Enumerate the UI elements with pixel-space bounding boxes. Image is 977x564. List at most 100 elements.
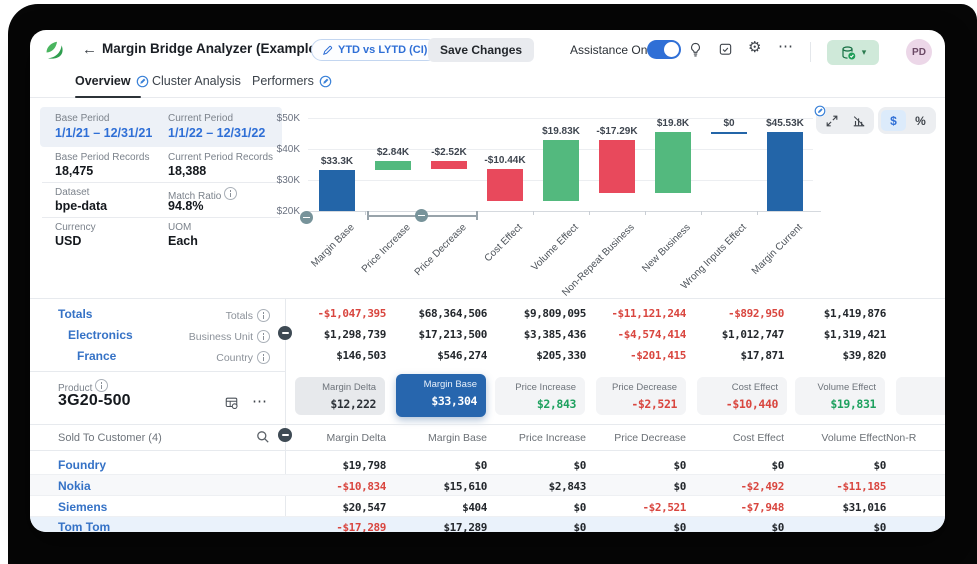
chart-gridline [308, 118, 813, 119]
info-icon[interactable] [224, 187, 238, 200]
customer-link-tom-tom[interactable]: Tom Tom [58, 520, 111, 532]
cell: -$2,521 [642, 501, 686, 514]
hierarchy-link-totals[interactable]: Totals [58, 307, 93, 321]
customer-link-foundry[interactable]: Foundry [58, 458, 106, 472]
hide-chart-button[interactable] [846, 110, 871, 131]
card-margin-base[interactable]: Margin Base $33,304 [396, 374, 486, 417]
app-window: ← Margin Bridge Analyzer (Example) YTD v… [30, 30, 945, 532]
waterfall-bar[interactable] [487, 168, 523, 202]
percent-toggle-button[interactable]: % [915, 113, 926, 128]
info-icon[interactable] [95, 379, 109, 392]
info-icon[interactable] [257, 309, 270, 322]
waterfall-bar[interactable] [767, 131, 803, 211]
hierarchy-link-france[interactable]: France [77, 349, 117, 363]
customer-link-nokia[interactable]: Nokia [58, 479, 91, 493]
base-period-value[interactable]: 1/1/21 – 12/31/21 [55, 126, 153, 140]
cell: -$10,834 [336, 480, 386, 493]
tab-performers-label: Performers [252, 74, 314, 88]
range-slider-start[interactable] [367, 211, 369, 220]
card-margin-delta[interactable]: Margin Delta $12,222 [295, 377, 385, 415]
card-volume-effect[interactable]: Volume Effect $19,831 [795, 377, 885, 415]
collapse-row-button[interactable] [278, 326, 292, 340]
collapse-product-button[interactable] [278, 428, 292, 442]
x-axis-tick [757, 211, 758, 215]
cell: -$2,492 [740, 480, 784, 493]
app-logo[interactable] [42, 38, 66, 62]
tab-performers[interactable]: Performers [252, 74, 332, 88]
y-axis-tick-label: $20K [276, 206, 300, 217]
save-changes-button[interactable]: Save Changes [428, 38, 535, 62]
comparison-pill[interactable]: YTD vs LYTD (CI) [311, 39, 439, 61]
card-label: Cost Effect [731, 382, 778, 393]
cell: $1,012,747 [721, 328, 785, 341]
card-label: Margin Base [423, 379, 477, 390]
calendar-check-icon[interactable] [718, 41, 733, 62]
x-axis-tick [589, 211, 590, 215]
column-header[interactable]: Price Decrease [614, 432, 686, 444]
match-ratio-label: Match Ratio [168, 187, 238, 202]
waterfall-bar[interactable] [319, 169, 355, 211]
settings-gear-icon[interactable]: ⚙ [748, 39, 762, 56]
card-label: Price Increase [515, 382, 576, 393]
range-slider-end[interactable] [476, 211, 478, 220]
dataset-status-button[interactable]: ▾ [827, 40, 879, 65]
caret-down-icon: ▾ [861, 47, 867, 57]
search-icon[interactable] [256, 430, 270, 449]
back-button[interactable]: ← [82, 41, 97, 58]
column-header[interactable]: Cost Effect [732, 432, 784, 444]
group-by-label: Sold To Customer (4) [58, 432, 162, 444]
assistance-label: Assistance On [570, 43, 648, 57]
user-avatar[interactable]: PD [906, 39, 932, 65]
column-header[interactable]: Margin Delta [326, 432, 386, 444]
waterfall-bar[interactable] [655, 131, 691, 194]
column-header[interactable]: Volume Effect [821, 432, 886, 444]
waterfall-bar[interactable] [599, 139, 635, 194]
x-axis-tick [533, 211, 534, 215]
column-header[interactable]: Margin Base [428, 432, 487, 444]
lightbulb-icon[interactable] [688, 41, 703, 63]
product-more-icon[interactable]: ⋯ [252, 393, 268, 410]
waterfall-bar[interactable] [375, 160, 411, 170]
toggle-knob [664, 42, 679, 57]
assistance-toggle[interactable] [647, 40, 681, 59]
waterfall-bar[interactable] [543, 139, 579, 202]
bar-value-label: $33.3K [320, 155, 354, 167]
dollar-toggle-button[interactable]: $ [881, 110, 906, 131]
chart-tools-group [814, 105, 874, 134]
cell: $15,610 [443, 480, 487, 493]
cell: $0 [873, 521, 887, 532]
table-header-border [30, 450, 945, 451]
bar-value-label: $19.8K [656, 117, 690, 129]
cell: -$201,415 [629, 349, 686, 362]
column-header[interactable]: Price Increase [518, 432, 586, 444]
card-cost-effect[interactable]: Cost Effect -$10,440 [697, 377, 787, 415]
info-icon[interactable] [257, 330, 270, 343]
cell: $0 [673, 459, 687, 472]
waterfall-bar[interactable] [711, 131, 747, 134]
range-slider-handle[interactable] [415, 209, 428, 222]
cell: $0 [474, 459, 488, 472]
customer-link-siemens[interactable]: Siemens [58, 500, 108, 514]
tab-cluster-analysis[interactable]: Cluster Analysis [152, 74, 241, 88]
table-settings-icon[interactable] [224, 396, 239, 415]
card-partial[interactable] [896, 377, 945, 415]
cell: $19,798 [342, 459, 386, 472]
card-value: -$10,440 [725, 397, 779, 411]
cell: $9,809,095 [523, 307, 587, 320]
cell: $1,298,739 [323, 328, 387, 341]
chart-collapse-handle[interactable] [300, 211, 313, 224]
info-icon[interactable] [257, 351, 270, 364]
column-header[interactable]: Non-R [886, 432, 917, 444]
card-label: Volume Effect [817, 382, 876, 393]
row-stripe [30, 475, 945, 496]
tab-overview[interactable]: Overview [75, 74, 149, 88]
hierarchy-link-electronics[interactable]: Electronics [68, 328, 133, 342]
period-highlight [40, 107, 282, 147]
current-period-value[interactable]: 1/1/22 – 12/31/22 [168, 126, 266, 140]
more-options-icon[interactable]: ⋯ [778, 38, 794, 55]
card-price-decrease[interactable]: Price Decrease -$2,521 [596, 377, 686, 415]
card-price-increase[interactable]: Price Increase $2,843 [495, 377, 585, 415]
waterfall-bar[interactable] [431, 160, 467, 169]
cell: -$17,289 [336, 521, 386, 532]
expand-chart-button[interactable] [814, 105, 844, 131]
